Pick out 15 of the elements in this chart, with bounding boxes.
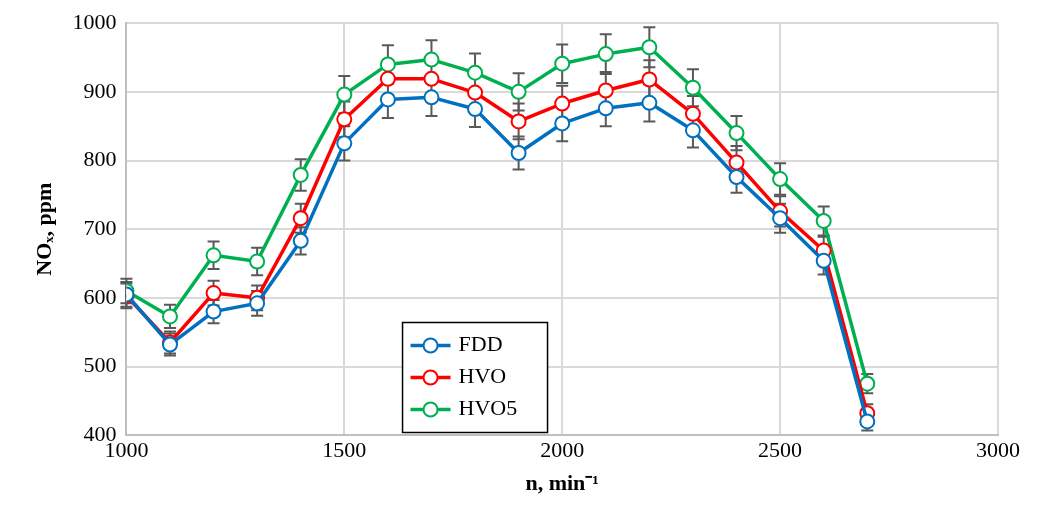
- x-axis-title: n, min⁻¹: [525, 470, 599, 496]
- x-tick-label: 3000: [976, 437, 1020, 463]
- y-tick-label: 1000: [72, 8, 117, 34]
- x-tick-label: 2000: [540, 437, 585, 463]
- legend-label: FDD: [458, 331, 503, 357]
- legend-label: HVO: [458, 363, 507, 389]
- y-tick-label: 800: [83, 146, 117, 172]
- y-tick-label: 500: [83, 352, 117, 378]
- x-tick-label: 1500: [322, 437, 367, 463]
- y-tick-label: 700: [83, 214, 117, 240]
- y-tick-label: 900: [83, 77, 117, 103]
- x-tick-label: 2500: [758, 437, 803, 463]
- y-tick-label: 600: [83, 283, 117, 309]
- legend-label: HVO5: [458, 395, 518, 421]
- y-axis-title: NOₓ, ppm: [30, 182, 56, 276]
